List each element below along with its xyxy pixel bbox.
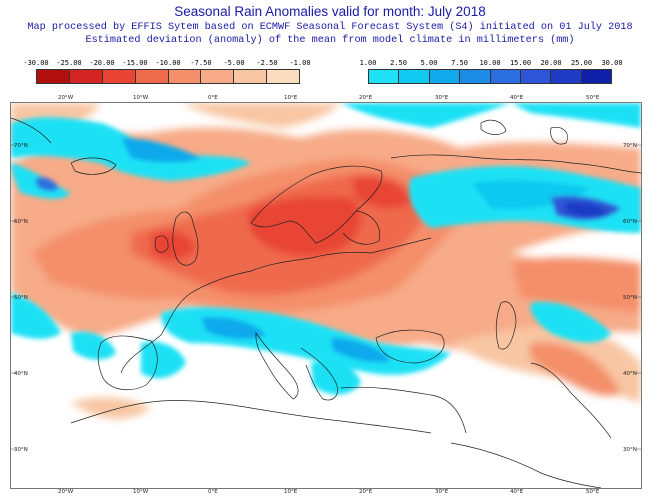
lon-label: 10°W — [133, 95, 149, 101]
lat-label: 50°N — [14, 295, 28, 301]
pos-tick: 30.00 — [601, 59, 623, 67]
lon-label: 20°E — [359, 95, 373, 101]
pos-tick: 25.00 — [570, 59, 593, 67]
positive-swatch-3 — [460, 70, 491, 83]
negative-tick-labels: -30.00 -25.00 -20.00 -15.00 -10.00 -7.50… — [23, 59, 310, 69]
lat-label: 60°N — [623, 219, 637, 225]
negative-swatch-3 — [135, 70, 169, 83]
lat-label: 40°N — [14, 371, 28, 377]
coastlines — [11, 117, 641, 488]
lon-label: 0°E — [208, 489, 218, 495]
negative-swatch-2 — [102, 70, 136, 83]
lon-label: 10°E — [284, 489, 298, 495]
positive-colorbar — [368, 69, 612, 84]
lon-label: 40°E — [510, 489, 524, 495]
neg-tick: -25.00 — [56, 59, 82, 67]
pos-tick: 10.00 — [479, 59, 501, 67]
lon-label: 50°E — [586, 95, 600, 101]
neg-tick: -15.00 — [122, 59, 148, 67]
positive-swatch-2 — [429, 70, 461, 83]
subtitle-units: Estimated deviation (anomaly) of the mea… — [85, 35, 575, 46]
neg-tick: -1.00 — [289, 59, 311, 67]
pos-tick: 5.00 — [420, 59, 438, 67]
neg-tick: -2.50 — [256, 59, 278, 67]
lon-label: 10°E — [284, 95, 298, 101]
neg-tick: -20.00 — [89, 59, 115, 67]
lat-label: 40°N — [623, 371, 637, 377]
lon-label: 10°W — [133, 489, 149, 495]
map-title: Seasonal Rain Anomalies valid for month:… — [174, 4, 486, 19]
pos-tick: 15.00 — [509, 59, 532, 67]
lat-label: 50°N — [623, 295, 637, 301]
lon-label: 20°W — [58, 489, 74, 495]
negative-swatch-7 — [267, 70, 299, 83]
negative-colorbar — [36, 69, 300, 84]
lon-label: 0°E — [208, 95, 218, 101]
negative-swatch-6 — [234, 70, 268, 83]
negative-swatch-1 — [69, 70, 103, 83]
positive-anomalies — [11, 103, 641, 395]
neg-tick: -7.50 — [190, 59, 212, 67]
lat-label: 60°N — [14, 219, 28, 225]
positive-tick-labels: 1.00 2.50 5.00 7.50 10.00 15.00 20.00 25… — [360, 59, 623, 69]
positive-swatch-4 — [490, 70, 521, 83]
pos-tick: 20.00 — [540, 59, 562, 67]
positive-swatch-6 — [551, 70, 582, 83]
lat-label: 30°N — [623, 447, 637, 453]
grid-ticks — [11, 144, 641, 450]
positive-swatch-7 — [581, 70, 611, 83]
lon-label: 40°E — [510, 95, 524, 101]
neg-tick: -10.00 — [155, 59, 181, 67]
lon-label: 20°W — [58, 95, 74, 101]
subtitle-processing: Map processed by EFFIS Sytem based on EC… — [27, 22, 633, 33]
pos-tick: 2.50 — [390, 59, 407, 67]
anomaly-map: 70°N 60°N 50°N 40°N 30°N 70°N 60°N 50°N … — [10, 102, 642, 489]
negative-swatch-5 — [201, 70, 235, 83]
anomaly-map-svg: 70°N 60°N 50°N 40°N 30°N 70°N 60°N 50°N … — [11, 103, 641, 488]
lon-label: 30°E — [435, 489, 449, 495]
positive-swatch-1 — [399, 70, 430, 83]
lat-label: 30°N — [14, 447, 28, 453]
lat-label: 70°N — [14, 143, 28, 149]
negative-swatch-4 — [168, 70, 202, 83]
lon-label: 50°E — [586, 489, 600, 495]
lat-label: 70°N — [623, 143, 637, 149]
neg-tick: -5.00 — [223, 59, 245, 67]
neg-tick: -30.00 — [23, 59, 49, 67]
lon-label: 20°E — [359, 489, 373, 495]
pos-tick: 1.00 — [359, 59, 377, 67]
negative-swatch-0 — [37, 70, 70, 83]
pos-tick: 7.50 — [451, 59, 468, 67]
positive-swatch-5 — [520, 70, 552, 83]
lat-labels: 70°N 60°N 50°N 40°N 30°N 70°N 60°N 50°N … — [14, 143, 637, 453]
lon-label: 30°E — [435, 95, 449, 101]
positive-swatch-0 — [369, 70, 400, 83]
